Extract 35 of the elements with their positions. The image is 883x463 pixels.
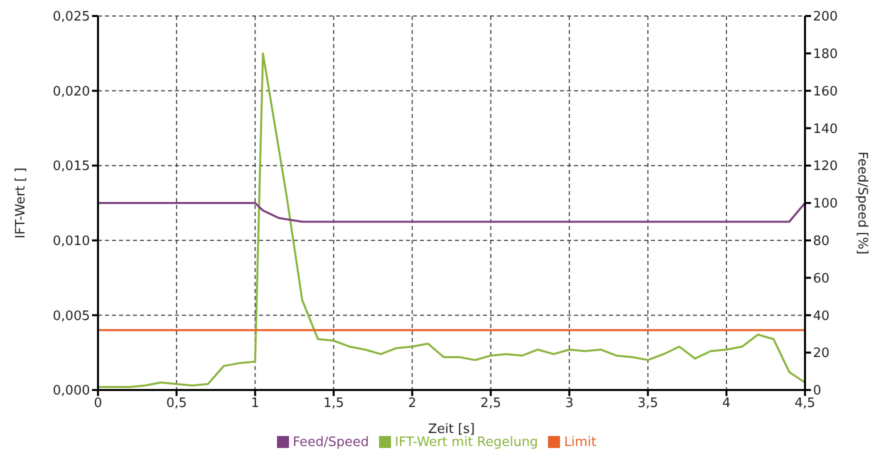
y-tick-label: 0,005 bbox=[52, 308, 90, 324]
x-tick-label: 2,5 bbox=[480, 396, 502, 412]
y2-axis-title: Feed/Speed [%] bbox=[854, 152, 870, 254]
y2-tick-label: 200 bbox=[813, 10, 838, 25]
x-tick-label: 0,5 bbox=[166, 396, 187, 412]
y2-tick-label: 60 bbox=[813, 271, 830, 286]
x-tick-label: 1,5 bbox=[323, 396, 344, 412]
x-tick-label: 3,5 bbox=[638, 396, 658, 412]
x-tick-label: 1 bbox=[250, 396, 260, 412]
y2-tick-label: 140 bbox=[813, 122, 838, 137]
y2-tick-label: 40 bbox=[813, 308, 830, 324]
y2-tick-label: 180 bbox=[813, 47, 838, 62]
legend-label: IFT-Wert mit Regelung bbox=[394, 435, 538, 450]
x-tick-label: 4 bbox=[722, 396, 731, 412]
y2-tick-label: 20 bbox=[813, 346, 830, 362]
x-tick-label: 4,5 bbox=[794, 396, 816, 412]
y2-tick-label: 100 bbox=[813, 196, 838, 212]
y2-tick-label: 120 bbox=[813, 159, 838, 174]
line-series bbox=[98, 202, 805, 223]
y-tick-label: 0,015 bbox=[52, 159, 90, 174]
y2-tick-label: 0 bbox=[813, 384, 822, 399]
x-axis-title: Zeit [s] bbox=[428, 422, 475, 437]
y2-tick-label: 80 bbox=[813, 234, 830, 250]
legend-label: Limit bbox=[564, 435, 596, 450]
x-tick-label: 3 bbox=[565, 396, 574, 412]
y2-tick-label: 160 bbox=[813, 84, 838, 100]
y-tick-label: 0,020 bbox=[52, 84, 90, 100]
legend-label: Feed/Speed bbox=[292, 435, 369, 450]
y-tick-label: 0,025 bbox=[52, 10, 90, 25]
x-tick-label: 2 bbox=[408, 396, 416, 412]
y-tick-label: 0,010 bbox=[52, 234, 90, 250]
line-series bbox=[98, 52, 805, 388]
x-tick-label: 0 bbox=[94, 396, 102, 412]
y-axis-title: IFT-Wert [ ] bbox=[14, 168, 29, 238]
y-tick-label: 0,000 bbox=[52, 384, 90, 399]
